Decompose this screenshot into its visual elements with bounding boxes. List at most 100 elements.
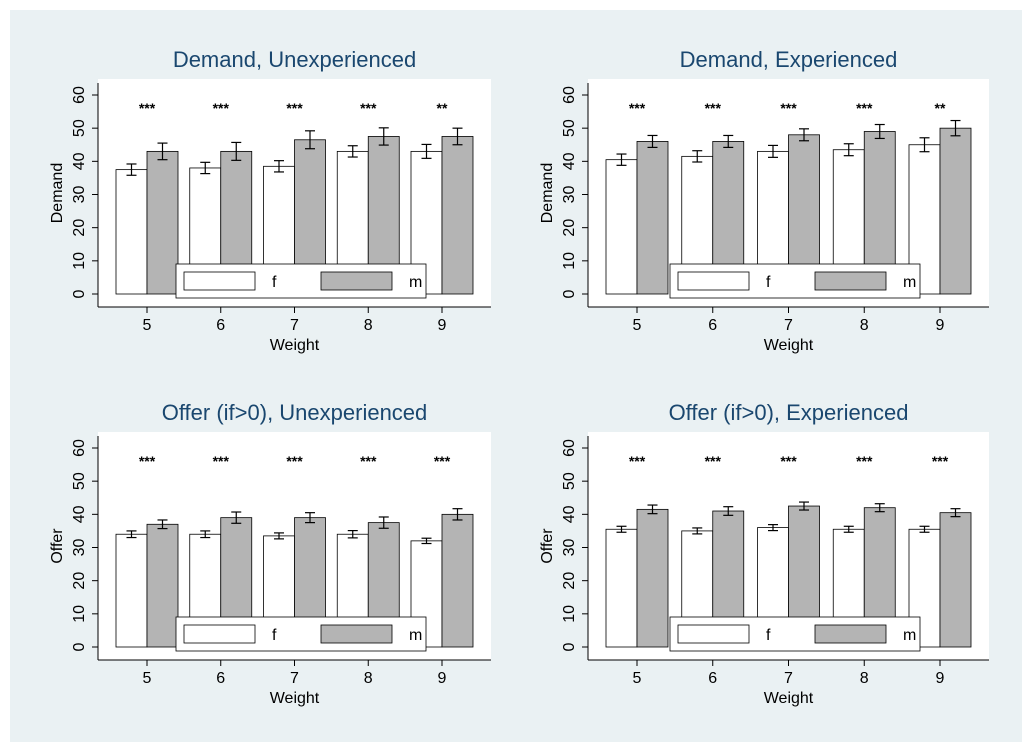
y-tick-label: 20 [561, 572, 578, 590]
y-tick-label: 40 [71, 152, 88, 170]
significance-label: *** [286, 453, 303, 469]
significance-label: *** [780, 100, 797, 116]
bar-m-5 [636, 508, 669, 648]
y-tick-label: 0 [71, 642, 88, 651]
significance-label: *** [705, 100, 722, 116]
significance-label: *** [629, 100, 646, 116]
bar-m-9 [939, 512, 972, 648]
y-tick-label: 30 [561, 539, 578, 557]
x-axis-label: Weight [270, 337, 320, 354]
x-tick-label: 5 [633, 317, 642, 334]
x-tick-label: 5 [143, 670, 152, 687]
bar-f-5 [115, 169, 148, 295]
y-tick-label: 60 [71, 86, 88, 104]
legend-swatch-f [677, 624, 750, 644]
legend-label-m: m [903, 627, 916, 644]
significance-label: *** [705, 453, 722, 469]
x-tick-label: 7 [784, 670, 793, 687]
y-tick-label: 10 [71, 252, 88, 270]
legend-swatch-m [814, 271, 887, 291]
chart-title: Offer (if>0), Experienced [669, 400, 909, 425]
x-tick-label: 7 [290, 670, 299, 687]
chart-panel-3: 0 10 20 30 40 50 60 Offer Offer (if>0), Unexperi… [49, 400, 491, 707]
bar-m-9 [441, 136, 474, 295]
x-tick-label: 9 [438, 670, 447, 687]
chart-panel-2: 0 10 20 30 40 50 60 Demand Demand, Experienced 5 *… [539, 47, 989, 354]
y-tick-label: 30 [71, 539, 88, 557]
y-tick-label: 50 [71, 119, 88, 137]
x-axis-label: Weight [764, 337, 814, 354]
bar-m-9 [441, 513, 474, 648]
significance-label: *** [213, 453, 230, 469]
legend-label-f: f [766, 274, 771, 291]
legend-label-f: f [272, 627, 277, 644]
significance-label: *** [780, 453, 797, 469]
y-tick-label: 60 [71, 439, 88, 457]
significance-label: *** [932, 453, 949, 469]
y-tick-label: 50 [561, 119, 578, 137]
legend-swatch-f [183, 624, 256, 644]
y-tick-label: 30 [561, 186, 578, 204]
x-tick-label: 6 [216, 670, 225, 687]
chart-title: Demand, Unexperienced [173, 47, 416, 72]
significance-label: *** [360, 453, 377, 469]
y-tick-label: 60 [561, 86, 578, 104]
y-tick-label: 20 [561, 219, 578, 237]
bar-m-5 [636, 141, 669, 295]
y-tick-label: 10 [561, 252, 578, 270]
y-tick-label: 10 [71, 605, 88, 623]
y-tick-label: 10 [561, 605, 578, 623]
significance-label: *** [139, 100, 156, 116]
x-tick-label: 8 [364, 317, 373, 334]
chart-panel-4: 0 10 20 30 40 50 60 Offer Offer (if>0), Experien… [539, 400, 989, 707]
significance-label: ** [437, 100, 448, 116]
y-tick-label: 30 [71, 186, 88, 204]
x-tick-label: 5 [143, 317, 152, 334]
legend-swatch-m [320, 271, 393, 291]
bar-f-5 [605, 159, 638, 295]
x-axis-label: Weight [270, 690, 320, 707]
y-tick-label: 60 [561, 439, 578, 457]
bar-m-5 [146, 523, 179, 648]
y-tick-label: 0 [561, 642, 578, 651]
y-tick-label: 50 [561, 472, 578, 490]
significance-label: *** [139, 453, 156, 469]
x-tick-label: 6 [708, 670, 717, 687]
y-axis-label: Offer [49, 528, 66, 564]
x-tick-label: 6 [708, 317, 717, 334]
significance-label: *** [286, 100, 303, 116]
legend-label-m: m [903, 274, 916, 291]
significance-label: *** [213, 100, 230, 116]
y-tick-label: 20 [71, 219, 88, 237]
x-tick-label: 9 [438, 317, 447, 334]
y-axis-label: Offer [539, 528, 556, 564]
legend-label-f: f [272, 274, 277, 291]
legend-swatch-m [814, 624, 887, 644]
legend-label-f: f [766, 627, 771, 644]
y-tick-label: 0 [71, 289, 88, 298]
y-tick-label: 40 [71, 505, 88, 523]
bar-m-5 [146, 150, 179, 295]
y-tick-label: 40 [561, 152, 578, 170]
bar-f-5 [115, 533, 148, 648]
x-tick-label: 8 [364, 670, 373, 687]
significance-label: *** [856, 100, 873, 116]
x-tick-label: 9 [936, 670, 945, 687]
legend-swatch-f [183, 271, 256, 291]
legend-swatch-f [677, 271, 750, 291]
legend-label-m: m [409, 627, 422, 644]
y-axis-label: Demand [49, 163, 66, 223]
y-tick-label: 50 [71, 472, 88, 490]
significance-label: ** [935, 100, 946, 116]
chart-title: Offer (if>0), Unexperienced [162, 400, 428, 425]
x-tick-label: 7 [290, 317, 299, 334]
legend-swatch-m [320, 624, 393, 644]
y-axis-label: Demand [539, 163, 556, 223]
bar-m-9 [939, 127, 972, 295]
x-axis-label: Weight [764, 690, 814, 707]
